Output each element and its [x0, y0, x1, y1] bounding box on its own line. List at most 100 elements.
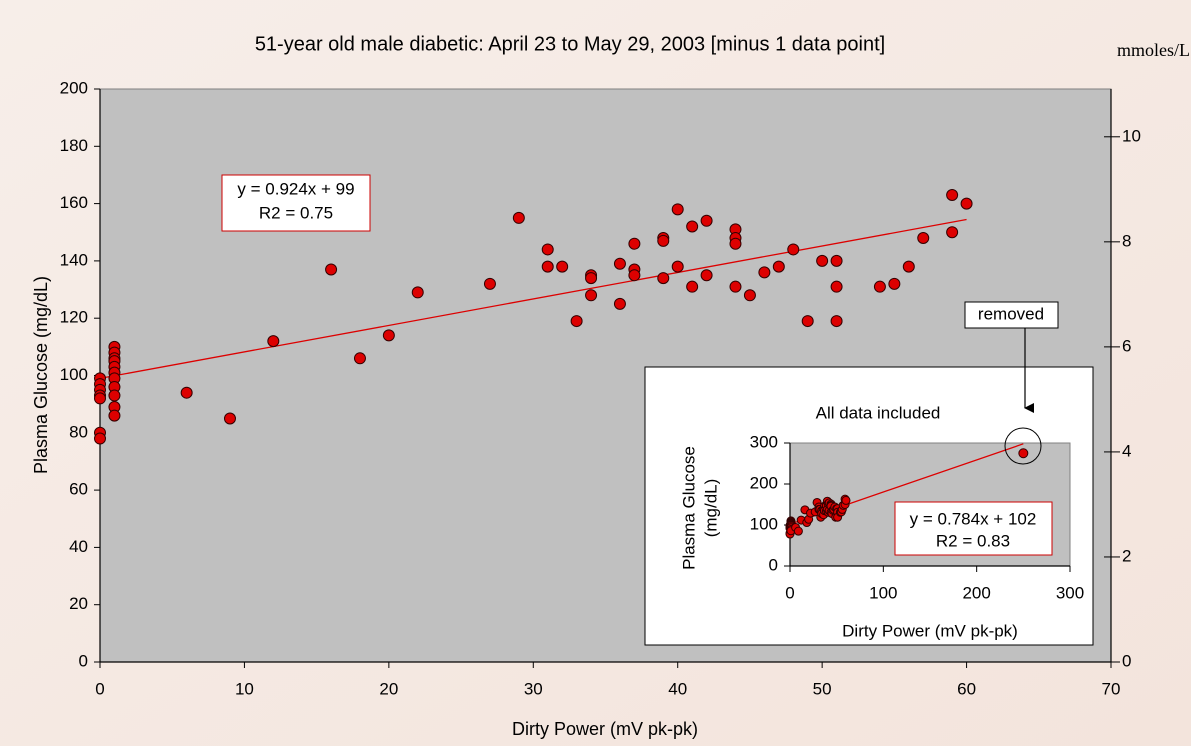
point [758, 266, 771, 279]
point [512, 211, 525, 224]
y-tick-label: 180 [60, 136, 88, 155]
point [108, 409, 121, 422]
point [743, 289, 756, 302]
point [917, 231, 930, 244]
inset-title: All data included [816, 403, 941, 422]
point [830, 280, 843, 293]
inset-y-label: Plasma Glucose [679, 446, 698, 570]
point [960, 197, 973, 210]
point [108, 389, 121, 402]
x-tick-label: 30 [524, 679, 543, 698]
point [671, 260, 684, 273]
y-tick-label: 0 [769, 555, 778, 574]
point [657, 234, 670, 247]
y2-tick-label: 4 [1122, 441, 1131, 460]
y-tick-label: 80 [69, 422, 88, 441]
x-tick-label: 70 [1102, 679, 1121, 698]
point [1018, 448, 1029, 459]
point [585, 289, 598, 302]
y-tick-label: 40 [69, 537, 88, 556]
point [628, 237, 641, 250]
x-tick-label: 200 [962, 583, 990, 602]
y-tick-label: 200 [750, 473, 778, 492]
y2-tick-label: 2 [1122, 546, 1131, 565]
annotation: removed [978, 304, 1044, 323]
point [801, 315, 814, 328]
point [267, 335, 280, 348]
trend-equation: y = 0.924x + 99 [237, 179, 354, 198]
trend-r2: R2 = 0.75 [259, 203, 333, 222]
point [700, 269, 713, 282]
point [830, 315, 843, 328]
y2-tick-label: 0 [1122, 651, 1131, 670]
point [223, 412, 236, 425]
point [353, 352, 366, 365]
annotation-box [964, 301, 1059, 329]
y-tick-label: 100 [60, 365, 88, 384]
trend-box [221, 174, 371, 232]
chart-title: 51-year old male diabetic: April 23 to M… [255, 33, 885, 55]
point [686, 220, 699, 233]
point [793, 526, 803, 536]
x-tick-label: 0 [785, 583, 794, 602]
point [94, 432, 106, 445]
point [325, 263, 338, 276]
point [613, 257, 626, 270]
y2-tick-label: 10 [1122, 126, 1141, 145]
point [729, 237, 742, 250]
y-tick-label: 60 [69, 480, 88, 499]
point [180, 386, 193, 399]
point [671, 203, 684, 216]
point [686, 280, 699, 293]
y-tick-label: 20 [69, 594, 88, 613]
y2-tick-label: 6 [1122, 336, 1131, 355]
y-tick-label: 100 [750, 514, 778, 533]
point [541, 243, 554, 256]
point [541, 260, 554, 273]
point [729, 280, 742, 293]
point [772, 260, 785, 273]
x-tick-label: 300 [1056, 583, 1084, 602]
point [888, 277, 901, 290]
point [841, 495, 851, 505]
point [628, 269, 641, 282]
point [946, 189, 959, 202]
y-axis-label: Plasma Glucose (mg/dL) [31, 276, 51, 474]
point [556, 260, 569, 273]
y-tick-label: 160 [60, 193, 88, 212]
y2-tick-label: 8 [1122, 231, 1131, 250]
point [946, 226, 959, 239]
point [613, 297, 626, 310]
x-axis-label: Dirty Power (mV pk-pk) [512, 719, 698, 739]
y-tick-label: 140 [60, 250, 88, 269]
inset-trend-equation: y = 0.784x + 102 [910, 509, 1037, 528]
x-tick-label: 100 [869, 583, 897, 602]
point [700, 214, 713, 227]
point [570, 315, 583, 328]
point [411, 286, 424, 299]
point [94, 392, 106, 405]
point [657, 272, 670, 285]
inset-y-label: (mg/dL) [701, 479, 720, 538]
highlight-circle [1004, 427, 1042, 465]
y-tick-label: 200 [60, 78, 88, 97]
point [873, 280, 886, 293]
point [585, 272, 598, 285]
x-tick-label: 60 [957, 679, 976, 698]
x-tick-label: 10 [235, 679, 254, 698]
point [382, 329, 395, 342]
point [816, 254, 829, 267]
x-tick-label: 20 [379, 679, 398, 698]
point [830, 254, 843, 267]
y-tick-label: 300 [750, 432, 778, 451]
y-tick-label: 0 [79, 651, 88, 670]
x-tick-label: 40 [668, 679, 687, 698]
trend-line [99, 218, 967, 380]
point [483, 277, 496, 290]
inset-trend-r2: R2 = 0.83 [936, 531, 1010, 550]
point [902, 260, 915, 273]
y2-axis-label: mmoles/L [1117, 40, 1190, 60]
inset-x-label: Dirty Power (mV pk-pk) [842, 621, 1018, 640]
x-tick-label: 50 [813, 679, 832, 698]
